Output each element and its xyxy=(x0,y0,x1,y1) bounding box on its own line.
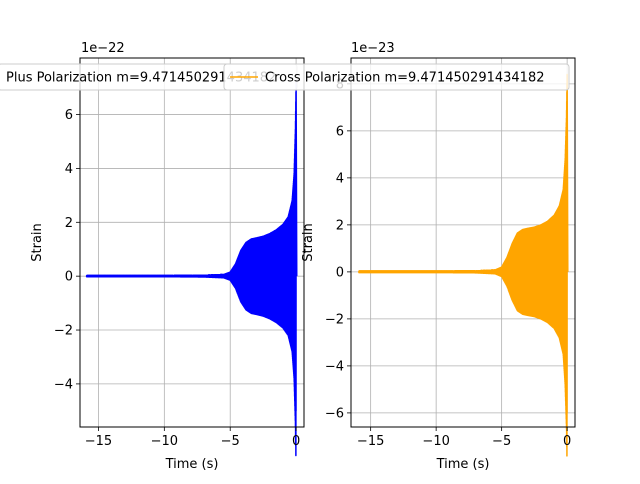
left-subplot: −15 −10 −5 0 −4 −2 0 2 4 6 1e−22 Time (s) Strain xyxy=(30,41,305,472)
y-tick-label: −6 xyxy=(325,406,344,421)
right-legend: Cross Polarization m=9.471450291434182 xyxy=(223,63,570,91)
left-legend-label: Plus Polarization m=9.471450291434182 xyxy=(6,71,276,86)
left-x-ticks: −15 −10 −5 0 xyxy=(85,427,300,449)
y-tick-label: −4 xyxy=(325,359,344,374)
right-legend-label: Cross Polarization m=9.471450291434182 xyxy=(265,71,544,86)
right-x-axis-label: Time (s) xyxy=(436,457,490,472)
right-cross-polarization-line xyxy=(358,73,569,457)
y-tick-label: 4 xyxy=(336,171,344,186)
left-legend: Plus Polarization m=9.471450291434182 xyxy=(0,63,298,91)
y-tick-label: 0 xyxy=(336,265,344,280)
right-offset-text: 1e−23 xyxy=(351,41,395,56)
y-tick-label: 0 xyxy=(65,270,73,285)
x-tick-label: −5 xyxy=(492,434,511,449)
y-tick-label: 6 xyxy=(65,108,73,123)
y-tick-label: 6 xyxy=(336,124,344,139)
y-tick-label: −2 xyxy=(325,312,344,327)
right-subplot: −15−10−50 −6−4−202468 1e−23 Time (s) Str… xyxy=(301,41,576,472)
x-tick-label: −10 xyxy=(422,434,449,449)
x-tick-label: −15 xyxy=(85,434,112,449)
x-tick-label: −10 xyxy=(151,434,178,449)
x-tick-label: −5 xyxy=(221,434,240,449)
left-offset-text: 1e−22 xyxy=(81,41,125,56)
x-tick-label: −15 xyxy=(357,434,384,449)
y-tick-label: −2 xyxy=(54,324,73,339)
y-tick-label: −4 xyxy=(54,377,73,392)
right-y-axis-label: Strain xyxy=(301,223,316,262)
left-plus-polarization-line xyxy=(85,81,298,457)
left-y-ticks: −4 −2 0 2 4 6 xyxy=(54,108,80,392)
y-tick-label: 2 xyxy=(336,218,344,233)
x-tick-label: 0 xyxy=(563,434,571,449)
left-x-axis-label: Time (s) xyxy=(165,457,219,472)
right-axes-frame xyxy=(350,57,576,428)
left-axes-frame xyxy=(79,57,305,428)
y-tick-label: 4 xyxy=(65,162,73,177)
waveform-series xyxy=(85,81,298,457)
x-tick-label: 0 xyxy=(292,434,300,449)
waveform-series xyxy=(358,73,569,457)
right-x-ticks: −15 −10 −5 0 xyxy=(357,427,571,449)
right-legend-box xyxy=(223,63,570,91)
left-y-axis-label: Strain xyxy=(30,223,45,262)
y-tick-label: 2 xyxy=(65,216,73,231)
